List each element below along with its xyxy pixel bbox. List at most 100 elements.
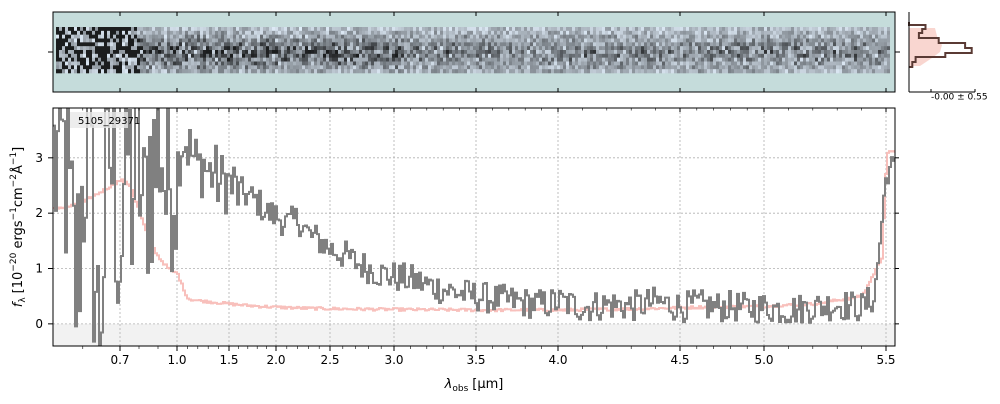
- spectrum-2d-pixel: [272, 35, 275, 39]
- spectrum-2d-pixel: [95, 27, 98, 31]
- spectrum-2d-pixel: [671, 35, 674, 39]
- spectrum-2d-pixel: [830, 39, 833, 43]
- spectrum-2d-pixel: [506, 58, 509, 62]
- spectrum-2d-pixel: [338, 35, 341, 39]
- spectrum-2d-pixel: [647, 35, 650, 39]
- spectrum-2d-pixel: [740, 65, 743, 69]
- spectrum-2d-pixel: [686, 27, 689, 31]
- spectrum-2d-pixel: [110, 46, 113, 50]
- spectrum-2d-pixel: [776, 54, 779, 58]
- spectrum-2d-pixel: [692, 62, 695, 66]
- spectrum-2d-pixel: [467, 27, 470, 31]
- spectrum-2d-pixel: [155, 42, 158, 46]
- spectrum-2d-pixel: [497, 46, 500, 50]
- spectrum-2d-pixel: [458, 62, 461, 66]
- spectrum-2d-pixel: [818, 69, 821, 73]
- spectrum-2d-pixel: [320, 31, 323, 35]
- spectrum-2d-pixel: [746, 46, 749, 50]
- spectrum-2d-pixel: [506, 69, 509, 73]
- spectrum-2d-pixel: [332, 42, 335, 46]
- spectrum-2d-pixel: [92, 65, 95, 69]
- spectrum-2d-pixel: [818, 58, 821, 62]
- spectrum-2d-pixel: [791, 54, 794, 58]
- spectrum-2d-pixel: [200, 65, 203, 69]
- spectrum-2d-pixel: [575, 54, 578, 58]
- spectrum-2d-pixel: [377, 31, 380, 35]
- spectrum-2d-pixel: [824, 54, 827, 58]
- spectrum-2d-pixel: [317, 58, 320, 62]
- spectrum-2d-pixel: [461, 31, 464, 35]
- spectrum-2d-pixel: [887, 27, 890, 31]
- spectrum-2d-pixel: [509, 42, 512, 46]
- spectrum-2d-pixel: [374, 46, 377, 50]
- spectrum-2d-pixel: [98, 69, 101, 73]
- spectrum-2d-pixel: [341, 31, 344, 35]
- spectrum-2d-pixel: [518, 69, 521, 73]
- spectrum-2d-pixel: [779, 39, 782, 43]
- spectrum-2d-pixel: [293, 35, 296, 39]
- spectrum-2d-pixel: [875, 54, 878, 58]
- spectrum-2d-pixel: [605, 39, 608, 43]
- spectrum-2d-pixel: [371, 27, 374, 31]
- spectrum-2d-pixel: [437, 62, 440, 66]
- spectrum-2d-pixel: [230, 69, 233, 73]
- spectrum-2d-pixel: [491, 69, 494, 73]
- spectrum-2d-pixel: [131, 35, 134, 39]
- spectrum-2d-pixel: [797, 62, 800, 66]
- spectrum-2d-pixel: [587, 42, 590, 46]
- spectrum-2d-pixel: [542, 42, 545, 46]
- spectrum-2d-pixel: [515, 65, 518, 69]
- spectrum-2d-pixel: [302, 54, 305, 58]
- spectrum-2d-pixel: [725, 62, 728, 66]
- spectrum-2d-pixel: [152, 62, 155, 66]
- spectrum-2d-pixel: [326, 31, 329, 35]
- spectrum-2d-pixel: [185, 42, 188, 46]
- spectrum-2d-pixel: [740, 58, 743, 62]
- spectrum-2d-pixel: [428, 42, 431, 46]
- spectrum-2d-pixel: [575, 69, 578, 73]
- spectrum-2d-pixel: [725, 54, 728, 58]
- spectrum-2d-pixel: [794, 27, 797, 31]
- spectrum-2d-pixel: [137, 62, 140, 66]
- spectrum-2d-pixel: [554, 35, 557, 39]
- spectrum-2d-pixel: [302, 31, 305, 35]
- spectrum-2d-pixel: [806, 39, 809, 43]
- spectrum-2d-pixel: [257, 39, 260, 43]
- spectrum-2d-pixel: [686, 58, 689, 62]
- spectrum-2d-pixel: [743, 69, 746, 73]
- spectrum-2d-pixel: [278, 35, 281, 39]
- spectrum-2d-pixel: [593, 27, 596, 31]
- spectrum-2d-pixel: [590, 69, 593, 73]
- spectrum-2d-pixel: [428, 62, 431, 66]
- spectrum-2d-pixel: [131, 62, 134, 66]
- spectrum-2d-pixel: [653, 58, 656, 62]
- spectrum-2d-pixel: [92, 50, 95, 54]
- spectrum-2d-pixel: [581, 65, 584, 69]
- spectrum-2d-pixel: [137, 58, 140, 62]
- spectrum-2d-pixel: [407, 62, 410, 66]
- spectrum-2d-pixel: [704, 54, 707, 58]
- spectrum-2d-pixel: [710, 50, 713, 54]
- spectrum-2d-pixel: [491, 42, 494, 46]
- spectrum-2d-pixel: [518, 39, 521, 43]
- spectrum-2d-pixel: [572, 42, 575, 46]
- spectrum-2d-pixel: [821, 50, 824, 54]
- spectrum-2d-pixel: [458, 39, 461, 43]
- spectrum-2d-pixel: [182, 62, 185, 66]
- spectrum-2d-pixel: [269, 69, 272, 73]
- spectrum-2d-pixel: [92, 35, 95, 39]
- spectrum-2d-pixel: [749, 35, 752, 39]
- spectrum-2d-pixel: [851, 50, 854, 54]
- spectrum-2d-pixel: [623, 65, 626, 69]
- spectrum-2d-pixel: [842, 62, 845, 66]
- spectrum-2d-pixel: [710, 62, 713, 66]
- spectrum-2d-pixel: [356, 46, 359, 50]
- spectrum-2d-pixel: [848, 46, 851, 50]
- spectrum-2d-pixel: [155, 62, 158, 66]
- spectrum-2d-pixel: [356, 31, 359, 35]
- spectrum-2d-pixel: [83, 62, 86, 66]
- spectrum-2d-pixel: [344, 69, 347, 73]
- spectrum-2d-pixel: [122, 35, 125, 39]
- spectrum-2d-pixel: [578, 65, 581, 69]
- spectrum-2d-pixel: [128, 35, 131, 39]
